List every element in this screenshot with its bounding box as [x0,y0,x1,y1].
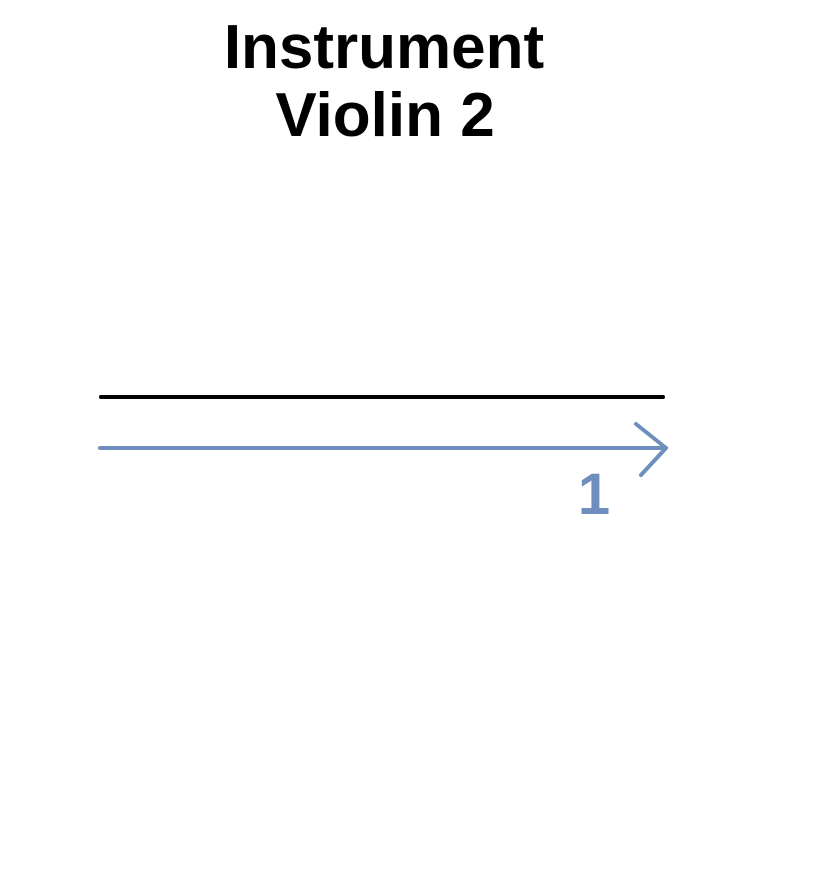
page-title: Instrument [223,13,545,82]
arrow-head [634,422,668,477]
header: Instrument Violin 2 [0,14,768,150]
segment-number-label: 1 [578,462,610,527]
instrument-name: Violin 2 [275,81,495,150]
